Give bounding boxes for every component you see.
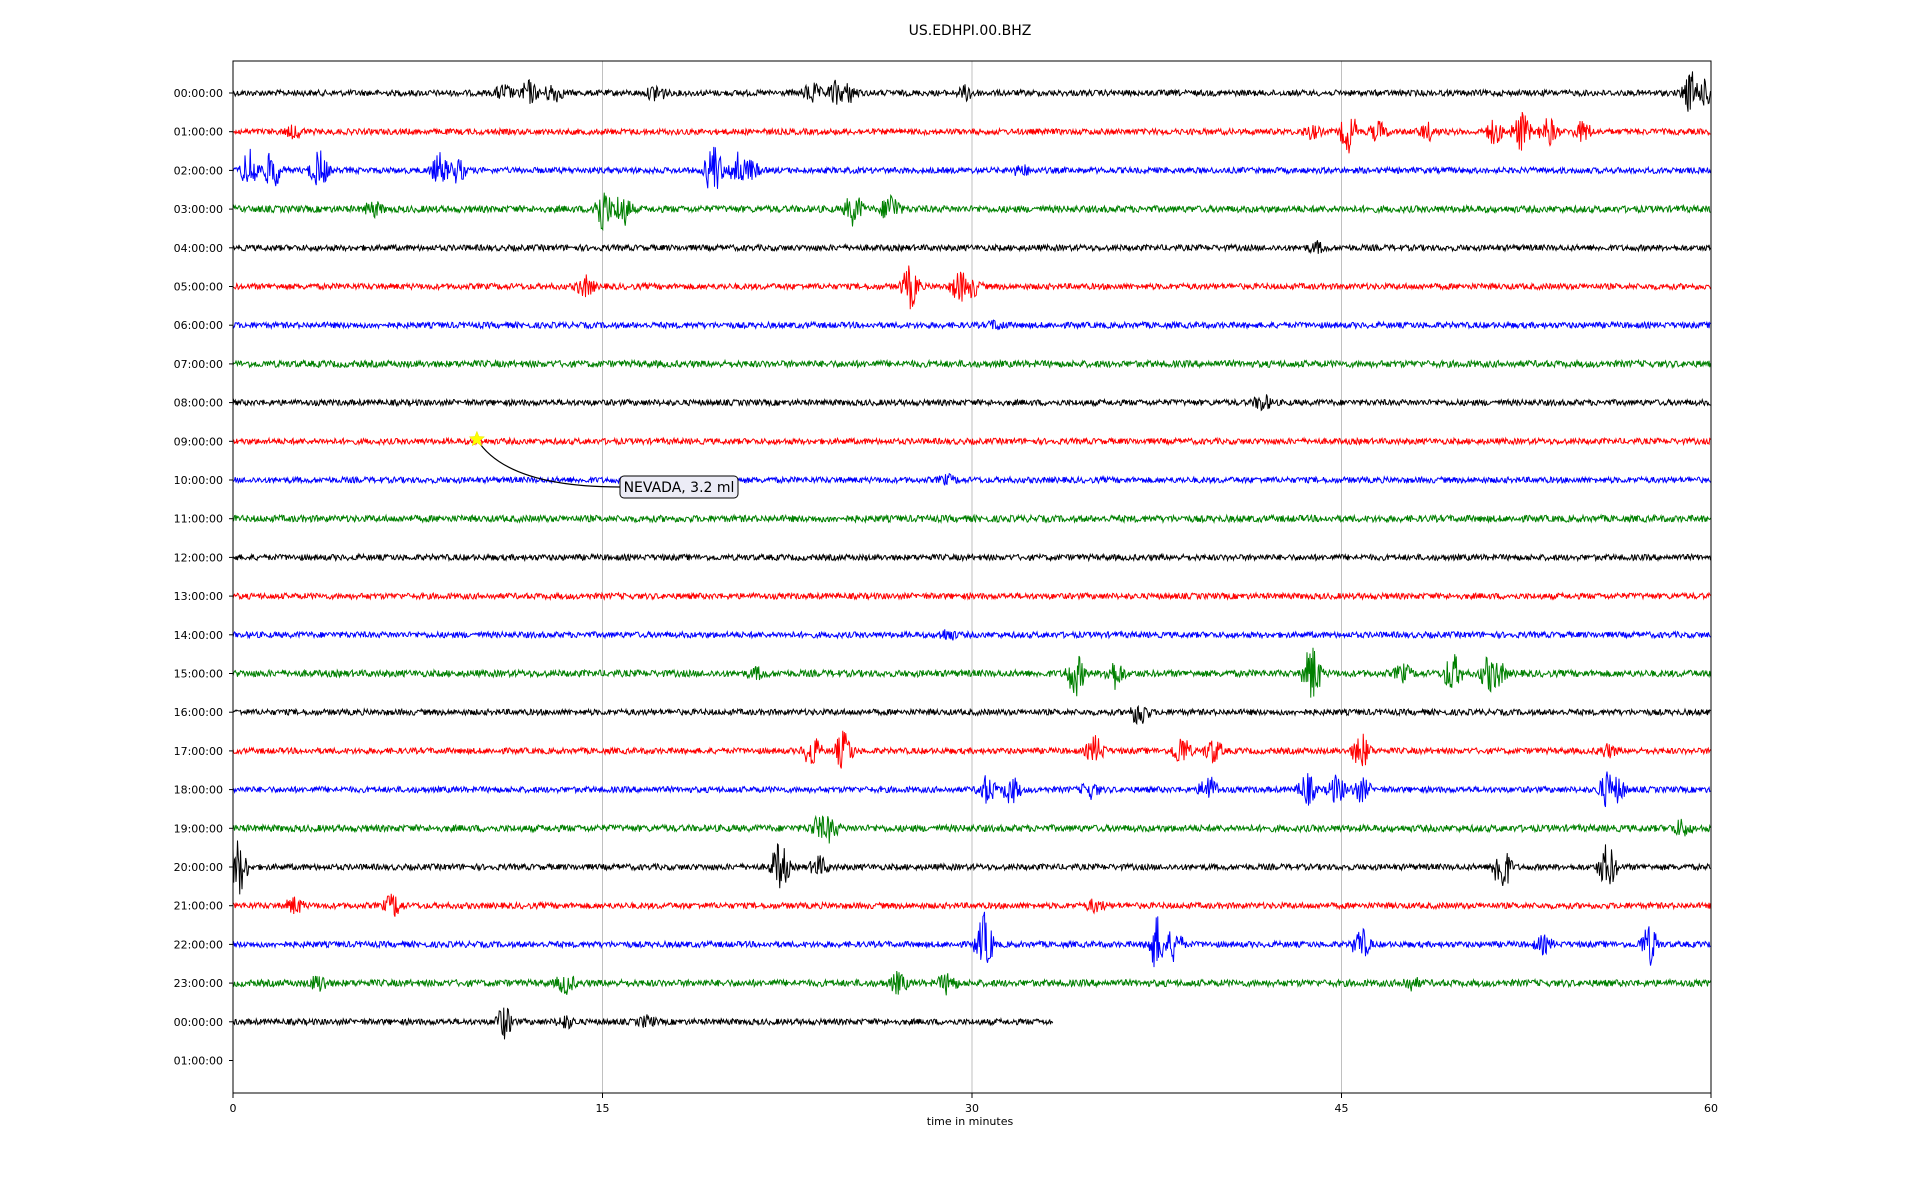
row-time-label: 17:00:00 [174, 745, 223, 758]
trace-row [232, 71, 1711, 112]
trace-row [232, 146, 1711, 189]
row-time-label: 01:00:00 [174, 126, 223, 139]
plot-frame [232, 60, 1712, 1094]
row-time-label: 06:00:00 [174, 319, 223, 332]
row-time-label: 00:00:00 [174, 1016, 223, 1029]
trace-row [232, 240, 1711, 255]
annotation-box [619, 475, 739, 499]
row-time-label: 08:00:00 [174, 397, 223, 410]
row-time-label: 14:00:00 [174, 629, 223, 642]
x-tick-label: 30 [965, 1102, 979, 1115]
row-time-label: 04:00:00 [174, 242, 223, 255]
row-time-label: 09:00:00 [174, 435, 223, 448]
trace-row [232, 358, 1711, 370]
trace-row [232, 513, 1711, 525]
trace-row [232, 840, 1711, 895]
row-time-label: 00:00:00 [174, 87, 223, 100]
trace-row [232, 265, 1711, 310]
row-time-label: 03:00:00 [174, 203, 223, 216]
trace-row [232, 647, 1711, 698]
row-time-label: 12:00:00 [174, 551, 223, 564]
trace-row [232, 771, 1711, 808]
trace-row [232, 591, 1711, 602]
row-time-label: 11:00:00 [174, 513, 223, 526]
row-time-label: 02:00:00 [174, 164, 223, 177]
event-star-icon [468, 430, 486, 447]
chart-title: US.EDHPI.00.BHZ [909, 23, 1032, 39]
row-time-label: 23:00:00 [174, 977, 223, 990]
annotation-arrow [476, 438, 621, 488]
trace-row [232, 472, 1711, 486]
row-time-label: 15:00:00 [174, 668, 223, 681]
x-tick-label: 15 [596, 1102, 610, 1115]
y-tick-labels: 00:00:00 01:00:00 02:00:00 03:00:00 04:00:00… [174, 87, 233, 1068]
trace-row [232, 893, 1711, 917]
row-time-label: 19:00:00 [174, 822, 223, 835]
annotation-label: NEVADA, 3.2 ml [624, 480, 735, 496]
trace-row [232, 394, 1711, 412]
row-time-label: 22:00:00 [174, 938, 223, 951]
trace-row [232, 552, 1711, 563]
traces [232, 71, 1711, 1040]
row-time-label: 05:00:00 [174, 281, 223, 294]
row-time-label: 07:00:00 [174, 358, 223, 371]
trace-row [232, 814, 1711, 844]
row-time-label: 16:00:00 [174, 706, 223, 719]
x-ticks: 0 15 30 45 60 [230, 1093, 1718, 1115]
x-tick-label: 60 [1704, 1102, 1718, 1115]
trace-row [232, 730, 1711, 769]
trace-row [232, 1007, 1054, 1040]
row-time-label: 21:00:00 [174, 900, 223, 913]
x-tick-label: 45 [1335, 1102, 1349, 1115]
trace-row [232, 629, 1711, 641]
event-annotation: NEVADA, 3.2 ml [468, 430, 739, 499]
row-time-label: 01:00:00 [174, 1055, 223, 1068]
row-time-label: 18:00:00 [174, 784, 223, 797]
row-time-label: 13:00:00 [174, 590, 223, 603]
row-time-label: 20:00:00 [174, 861, 223, 874]
trace-row [232, 911, 1711, 968]
trace-row [232, 111, 1711, 154]
x-tick-label: 0 [230, 1102, 237, 1115]
row-time-label: 10:00:00 [174, 474, 223, 487]
grid-lines [602, 61, 1342, 1093]
x-axis-label: time in minutes [927, 1115, 1014, 1128]
trace-row [232, 319, 1711, 331]
trace-row [232, 192, 1711, 231]
trace-row [232, 970, 1711, 996]
trace-row [232, 704, 1711, 726]
